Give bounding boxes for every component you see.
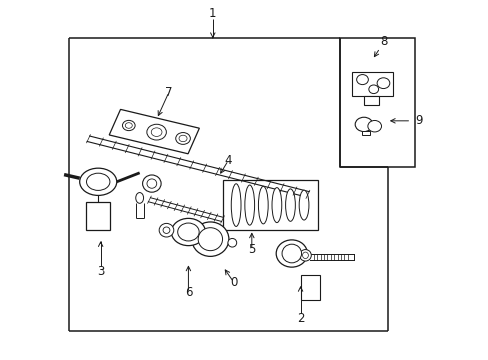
- Ellipse shape: [151, 128, 162, 136]
- Ellipse shape: [171, 219, 205, 246]
- Ellipse shape: [368, 85, 378, 94]
- Text: 3: 3: [97, 265, 104, 278]
- Bar: [339, 39, 414, 167]
- Polygon shape: [87, 136, 308, 197]
- Ellipse shape: [179, 135, 187, 142]
- Text: 5: 5: [247, 243, 255, 256]
- Polygon shape: [109, 109, 199, 154]
- Bar: [300, 275, 320, 300]
- Text: 7: 7: [165, 86, 172, 99]
- Text: 2: 2: [296, 311, 304, 325]
- Ellipse shape: [271, 188, 281, 222]
- Text: 0: 0: [230, 276, 237, 289]
- Ellipse shape: [191, 222, 228, 256]
- Ellipse shape: [177, 223, 199, 241]
- Ellipse shape: [122, 120, 135, 131]
- Ellipse shape: [163, 227, 169, 233]
- Ellipse shape: [299, 249, 311, 261]
- Bar: [351, 72, 392, 96]
- Bar: [86, 202, 110, 230]
- Text: 8: 8: [379, 35, 386, 49]
- Ellipse shape: [244, 185, 254, 225]
- Text: 1: 1: [209, 7, 216, 20]
- Ellipse shape: [282, 244, 301, 263]
- Text: 9: 9: [414, 114, 422, 127]
- Ellipse shape: [227, 238, 236, 247]
- Ellipse shape: [142, 175, 161, 192]
- Text: 6: 6: [184, 287, 192, 300]
- Ellipse shape: [146, 124, 166, 140]
- Polygon shape: [310, 254, 353, 260]
- Ellipse shape: [125, 123, 132, 128]
- Ellipse shape: [285, 189, 295, 221]
- Ellipse shape: [231, 184, 241, 226]
- Bar: [222, 180, 317, 230]
- Ellipse shape: [376, 78, 389, 89]
- Ellipse shape: [354, 117, 372, 132]
- Ellipse shape: [198, 228, 222, 251]
- Ellipse shape: [159, 224, 173, 237]
- Ellipse shape: [299, 190, 308, 220]
- Text: 4: 4: [224, 154, 232, 167]
- Ellipse shape: [356, 75, 367, 85]
- Ellipse shape: [367, 121, 381, 132]
- Polygon shape: [148, 198, 223, 221]
- Ellipse shape: [175, 132, 190, 144]
- Ellipse shape: [276, 240, 307, 267]
- Ellipse shape: [86, 173, 110, 190]
- Ellipse shape: [136, 193, 143, 203]
- Ellipse shape: [302, 252, 308, 258]
- Ellipse shape: [147, 179, 157, 188]
- Ellipse shape: [80, 168, 117, 195]
- Bar: [361, 131, 369, 135]
- Ellipse shape: [258, 186, 267, 224]
- Bar: [363, 96, 378, 105]
